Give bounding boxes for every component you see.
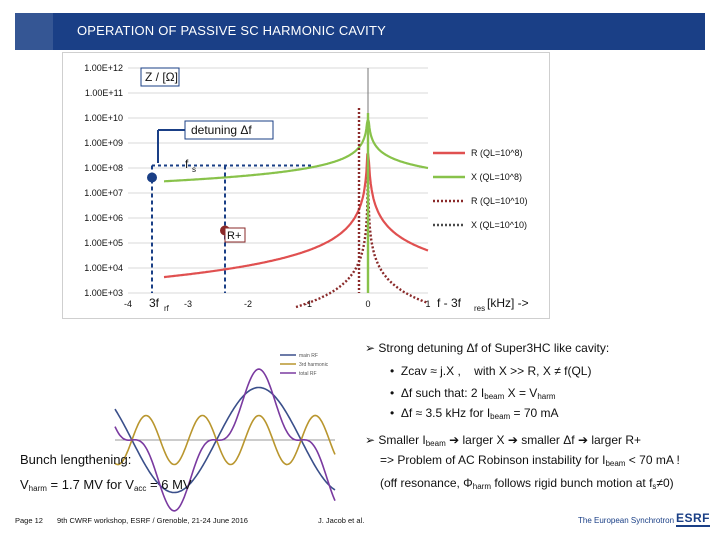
sub-bullet-1: • Zcav ≈ j.X , with X >> R, X ≠ f(QL) [390, 364, 592, 378]
three-frf-label: 3f [149, 296, 160, 310]
wave-legend-label: total RF [299, 371, 317, 377]
sub-bullet-3: • Δf ≈ 3.5 kHz for Ibeam = 70 mA [390, 406, 559, 421]
vharm-label: Vharm = 1.7 MV for Vacc = 6 MV [20, 477, 192, 493]
series-x-ql8-right [367, 119, 429, 170]
bullet-1: ➢ Strong detuning Δf of Super3HC like ca… [365, 341, 610, 355]
title-bar: OPERATION OF PASSIVE SC HARMONIC CAVITY [15, 13, 705, 50]
author-name: J. Jacob et al. [318, 516, 365, 525]
slide-title: OPERATION OF PASSIVE SC HARMONIC CAVITY [77, 23, 387, 38]
three-frf-sub: rf [164, 304, 170, 313]
page-number: Page 12 [15, 516, 43, 525]
y-tick-label: 1.00E+05 [84, 238, 123, 248]
y-tick-label: 1.00E+04 [84, 263, 123, 273]
esrf-logo: ESRF [676, 511, 711, 527]
x-tick-label: -3 [184, 299, 192, 309]
y-axis-label: Z / [Ω] [145, 70, 178, 84]
y-tick-label: 1.00E+11 [85, 88, 123, 98]
rplus-label: R+ [227, 230, 241, 242]
y-tick-label: 1.00E+03 [84, 288, 123, 298]
arrow-right-icon: ➔ [507, 433, 518, 447]
x-axis-label-sub: res [474, 304, 485, 313]
legend-label: R (QL=10^10) [471, 196, 528, 206]
x-axis-label: f - 3f [437, 296, 462, 310]
legend-label: X (QL=10^10) [471, 220, 527, 230]
bullet-2-line-3: (off resonance, Φharm follows rigid bunc… [380, 476, 674, 491]
marker-dot-blue [147, 172, 157, 183]
arrow-right-icon: ➔ [449, 433, 460, 447]
bunch-lengthening-label: Bunch lengthening: [20, 452, 132, 467]
y-tick-label: 1.00E+09 [84, 138, 123, 148]
wave-legend-label: main RF [299, 353, 318, 359]
bullet-2-line-2: => Problem of AC Robinson instability fo… [380, 453, 680, 468]
series-r-ql10 [295, 176, 429, 309]
wave-legend-label: 3rd harmonic [299, 362, 329, 368]
x-tick-label: 1 [425, 299, 430, 309]
org-name: The European Synchrotron [578, 516, 675, 525]
title-accent [15, 13, 53, 50]
y-label-box [140, 67, 180, 87]
series-r-ql8 [163, 153, 429, 279]
waveform-plot: main RF 3rd harmonic total RF [114, 353, 336, 512]
legend-label: R (QL=10^8) [471, 148, 523, 158]
x-tick-label: -4 [124, 299, 132, 309]
x-axis-label-unit: [kHz] -> [487, 296, 529, 310]
y-tick-label: 1.00E+12 [84, 63, 123, 73]
y-tick-label: 1.00E+08 [84, 163, 123, 173]
x-tick-label: 0 [365, 299, 370, 309]
bullet-2: ➢ Smaller Ibeam ➔ larger X ➔ smaller Δf … [365, 433, 642, 448]
wave-series-1 [114, 414, 336, 466]
x-tick-label: -2 [244, 299, 252, 309]
detuning-box [184, 120, 274, 140]
y-tick-label: 1.00E+06 [84, 213, 123, 223]
detuning-label: detuning Δf [191, 123, 252, 137]
event-name: 9th CWRF workshop, ESRF / Grenoble, 21-2… [57, 516, 248, 525]
wave-series-0 [114, 386, 336, 494]
impedance-plot: 1.00E+12 1.00E+11 1.00E+10 1.00E+09 1.00E+08… [84, 63, 529, 313]
waveform-chart: main RF 3rd harmonic total RF [110, 345, 340, 530]
wave-series-2 [114, 368, 336, 512]
fs-label: f [185, 157, 189, 171]
arrow-right-icon: ➔ [577, 433, 588, 447]
y-tick-label: 1.00E+07 [84, 188, 123, 198]
fs-label-sub: s [192, 165, 196, 174]
legend-label: X (QL=10^8) [471, 172, 522, 182]
sub-bullet-2: • Δf such that: 2 Ibeam X = Vharm [390, 386, 556, 401]
series-x-ql8 [164, 119, 369, 183]
y-tick-label: 1.00E+10 [84, 113, 123, 123]
impedance-chart: 1.00E+12 1.00E+11 1.00E+10 1.00E+09 1.00E+08… [62, 52, 550, 319]
rplus-box [224, 227, 246, 243]
